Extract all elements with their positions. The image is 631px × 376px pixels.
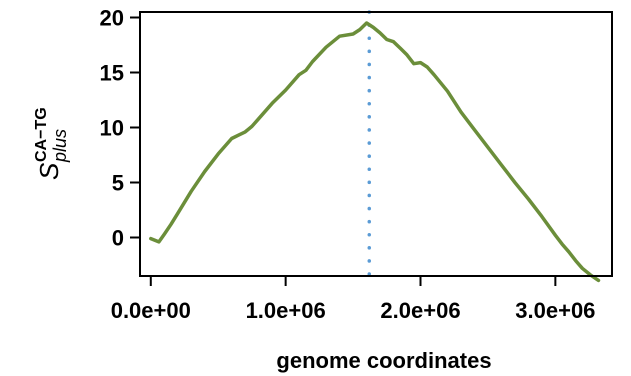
y-tick-label: 15	[100, 61, 124, 86]
x-tick-label: 2.0e+06	[380, 298, 460, 323]
x-tick-label: 1.0e+06	[246, 298, 326, 323]
x-tick-label: 0.0e+00	[111, 298, 191, 323]
x-tick-label: 3.0e+06	[515, 298, 595, 323]
y-axis-title-superscript: CA−TG	[33, 107, 50, 162]
y-tick-label: 5	[112, 171, 124, 196]
x-axis-title: genome coordinates	[276, 348, 491, 373]
y-tick-label: 20	[100, 6, 124, 31]
series-line	[149, 21, 601, 283]
y-tick-label: 0	[112, 226, 124, 251]
y-axis-title: S CA−TG plus	[33, 107, 70, 180]
y-axis-title-main: S	[34, 162, 64, 180]
series-layer	[149, 21, 601, 283]
y-tick-label: 10	[100, 116, 124, 141]
ticks-layer: 0.0e+00 1.0e+06 2.0e+06 3.0e+06 0 5 10 15 20	[100, 6, 596, 324]
y-axis-title-subscript: plus	[50, 129, 70, 163]
plot-area-border	[139, 11, 613, 277]
